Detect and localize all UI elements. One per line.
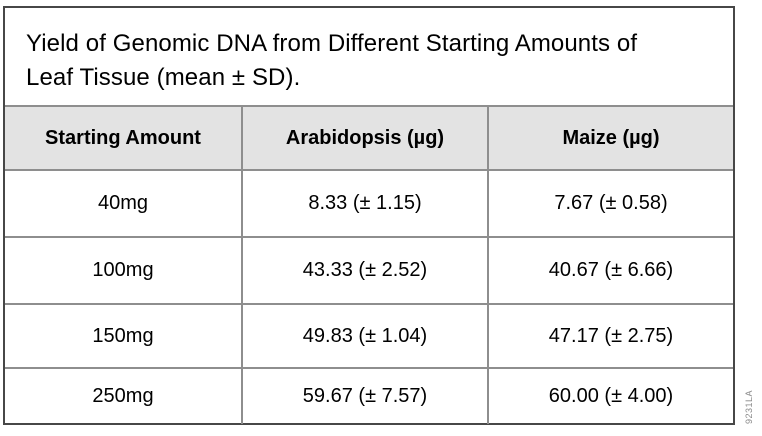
cell-starting-amount: 40mg xyxy=(5,169,243,238)
col-header-starting-amount: Starting Amount xyxy=(5,105,243,171)
col-header-arabidopsis: Arabidopsis (µg) xyxy=(241,105,489,171)
cell-starting-amount: 250mg xyxy=(5,367,243,424)
cell-maize-yield: 60.00 (± 4.00) xyxy=(487,367,733,424)
figure-title-line-2: Leaf Tissue (mean ± SD). xyxy=(26,64,301,91)
cell-arabidopsis-yield: 59.67 (± 7.57) xyxy=(241,367,489,424)
cell-arabidopsis-yield: 8.33 (± 1.15) xyxy=(241,169,489,238)
catalog-number: 9231LA xyxy=(744,389,754,424)
cell-starting-amount: 100mg xyxy=(5,236,243,305)
table-row-150mg: 150mg 49.83 (± 1.04) 47.17 (± 2.75) xyxy=(5,303,733,369)
cell-arabidopsis-yield: 49.83 (± 1.04) xyxy=(241,303,489,369)
figure-title-line-1: Yield of Genomic DNA from Different Star… xyxy=(26,30,638,57)
table-row-40mg: 40mg 8.33 (± 1.15) 7.67 (± 0.58) xyxy=(5,169,733,238)
cell-starting-amount: 150mg xyxy=(5,303,243,369)
table-header-row: Starting Amount Arabidopsis (µg) Maize (… xyxy=(5,105,733,171)
figure-frame: Yield of Genomic DNA from Different Star… xyxy=(3,6,735,425)
cell-maize-yield: 47.17 (± 2.75) xyxy=(487,303,733,369)
cell-arabidopsis-yield: 43.33 (± 2.52) xyxy=(241,236,489,305)
table-row-250mg: 250mg 59.67 (± 7.57) 60.00 (± 4.00) xyxy=(5,367,733,424)
figure-title: Yield of Genomic DNA from Different Star… xyxy=(5,8,733,105)
table-row-100mg: 100mg 43.33 (± 2.52) 40.67 (± 6.66) xyxy=(5,236,733,305)
col-header-maize: Maize (µg) xyxy=(487,105,733,171)
dna-yield-table: Starting Amount Arabidopsis (µg) Maize (… xyxy=(5,105,733,424)
cell-maize-yield: 7.67 (± 0.58) xyxy=(487,169,733,238)
cell-maize-yield: 40.67 (± 6.66) xyxy=(487,236,733,305)
